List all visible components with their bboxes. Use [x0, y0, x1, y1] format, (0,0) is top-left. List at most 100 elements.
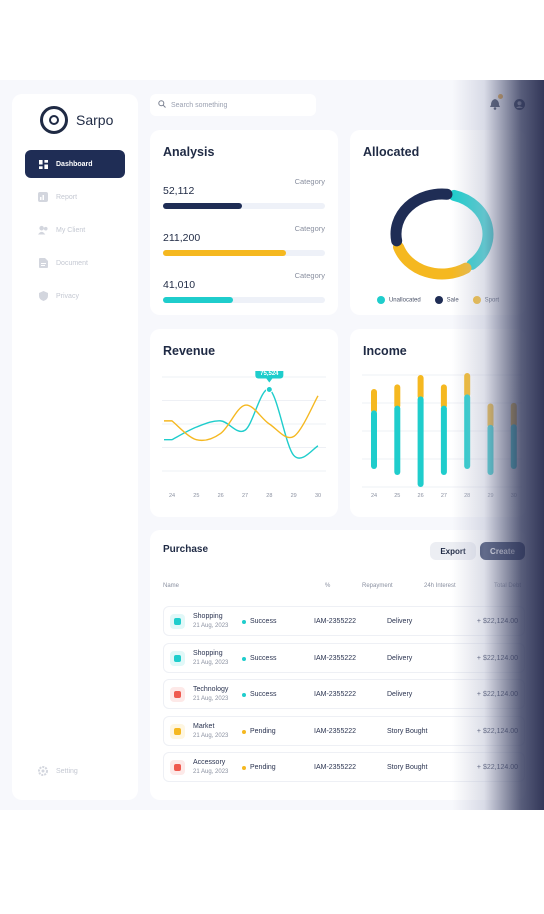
- analysis-category: Category: [294, 177, 325, 186]
- row-amount: + $22,124.00: [476, 655, 518, 662]
- dashboard-icon: [38, 159, 48, 169]
- logo[interactable]: Sarpo: [40, 106, 113, 134]
- create-button[interactable]: Create: [480, 542, 525, 560]
- status-text: Pending: [250, 764, 276, 771]
- x-tick-label: 28: [266, 493, 272, 499]
- table-row[interactable]: Accessory 21 Aug, 2023 Pending IAM-2355222 S…: [163, 752, 525, 782]
- row-amount: + $22,124.00: [476, 764, 518, 771]
- sidebar-item-document[interactable]: Document: [25, 249, 125, 277]
- row-name: Accessory: [193, 759, 226, 766]
- revenue-series-line-0: [164, 388, 319, 459]
- export-button[interactable]: Export: [430, 542, 476, 560]
- notification-badge: [498, 94, 503, 99]
- status-badge: Success: [242, 618, 276, 625]
- row-amount: + $22,124.00: [476, 728, 518, 735]
- status-text: Success: [250, 655, 277, 662]
- row-name: Shopping: [193, 650, 223, 657]
- analysis-category: Category: [294, 271, 325, 280]
- x-tick-label: 25: [394, 493, 400, 499]
- legend-item: Unallocated: [376, 296, 421, 304]
- row-repayment: Delivery: [387, 691, 413, 698]
- column-header-percent: %: [325, 583, 331, 589]
- status-dot: [242, 692, 246, 697]
- logo-icon: [40, 106, 68, 134]
- row-name: Shopping: [193, 613, 223, 620]
- status-dot: [242, 619, 246, 624]
- status-text: Success: [250, 691, 277, 698]
- table-row[interactable]: Technology 21 Aug, 2023 Success IAM-2355222…: [163, 679, 525, 709]
- table-row[interactable]: Shopping 21 Aug, 2023 Success IAM-2355222 De…: [163, 606, 525, 636]
- row-repayment: Story Bought: [387, 728, 428, 735]
- column-header-interest: 24h Interest: [424, 583, 456, 589]
- legend-label: Sport: [484, 297, 500, 304]
- column-header-total-debt: Total Debt: [494, 583, 522, 589]
- sidebar-item-label: Dashboard: [56, 160, 93, 168]
- income-bar-24: [371, 410, 377, 469]
- income-bar-chart: 24 25 26 27 28 29 30: [362, 373, 522, 499]
- app-window: Sarpo Dashboard Report My Client Documen…: [0, 80, 544, 810]
- bell-icon[interactable]: [490, 94, 503, 115]
- row-name: Technology: [193, 686, 229, 693]
- column-header-repayment: Repayment: [362, 583, 393, 589]
- x-tick-label: 26: [218, 493, 224, 499]
- income-bar-top-25: [394, 384, 401, 409]
- gear-icon: [38, 766, 48, 776]
- x-tick-label: 29: [487, 493, 493, 499]
- legend-dot: [472, 296, 481, 304]
- avatar[interactable]: [514, 97, 525, 115]
- sidebar: Sarpo Dashboard Report My Client Documen…: [12, 94, 138, 800]
- purchase-card: Purchase Export Create Name % Repayment …: [150, 530, 526, 800]
- analysis-value: 211,200: [163, 232, 201, 244]
- sidebar-item-dashboard[interactable]: Dashboard: [25, 150, 125, 178]
- sidebar-item-label: Report: [56, 193, 78, 201]
- status-dot: [242, 656, 246, 661]
- report-icon: [38, 192, 48, 202]
- income-bar-top-24: [371, 389, 377, 414]
- shopping-bag-icon: [170, 651, 185, 666]
- analysis-progress-track: [163, 297, 325, 303]
- row-date: 21 Aug, 2023: [193, 696, 229, 702]
- sidebar-item-setting[interactable]: Setting: [25, 757, 125, 785]
- legend-label: Unallocated: [388, 297, 421, 304]
- row-code: IAM-2355222: [314, 618, 357, 625]
- column-header-name: Name: [163, 583, 180, 589]
- legend-dot: [376, 296, 385, 304]
- table-row[interactable]: Market 21 Aug, 2023 Pending IAM-2355222 Stor…: [163, 716, 525, 746]
- row-repayment: Delivery: [387, 655, 413, 662]
- x-tick-label: 30: [315, 493, 321, 499]
- sidebar-item-my-client[interactable]: My Client: [25, 216, 125, 244]
- income-bar-top-28: [464, 373, 471, 398]
- income-card: Income 24 25 26 27 28 29 30: [350, 329, 526, 517]
- x-tick-label: 28: [464, 493, 470, 499]
- x-tick-label: 24: [169, 493, 175, 499]
- donut-slice-sport: [393, 241, 472, 280]
- revenue-card: Revenue 24 25 26 27 28 29 30 75,524: [150, 329, 338, 517]
- analysis-card: Analysis Category 52,112 Category 211,20…: [150, 130, 338, 315]
- table-row[interactable]: Shopping 21 Aug, 2023 Success IAM-2355222 De…: [163, 643, 525, 673]
- top-bar-icons: [490, 94, 525, 115]
- revenue-line-chart: 24 25 26 27 28 29 30 75,524: [162, 371, 326, 499]
- sidebar-item-privacy[interactable]: Privacy: [25, 282, 125, 310]
- income-bar-26: [417, 396, 424, 487]
- allocated-card: Allocated Unallocated Sale Sport: [350, 130, 526, 315]
- x-tick-label: 24: [371, 493, 377, 499]
- search-bar[interactable]: Search something: [150, 94, 316, 116]
- row-code: IAM-2355222: [314, 691, 357, 698]
- revenue-highlight-point[interactable]: [265, 386, 273, 394]
- analysis-category: Category: [294, 224, 325, 233]
- tooltip-pointer: [266, 378, 273, 383]
- allocated-legend: Unallocated Sale Sport: [350, 296, 526, 304]
- sidebar-item-report[interactable]: Report: [25, 183, 125, 211]
- search-input[interactable]: Search something: [171, 101, 228, 109]
- income-bar-top-26: [417, 375, 424, 400]
- row-date: 21 Aug, 2023: [193, 769, 229, 775]
- legend-item: Sport: [472, 296, 500, 304]
- row-date: 21 Aug, 2023: [193, 660, 229, 666]
- cart-icon: [170, 724, 185, 739]
- search-icon: [158, 100, 166, 110]
- analysis-progress-fill: [163, 250, 287, 256]
- x-tick-label: 25: [193, 493, 199, 499]
- camera-icon: [170, 687, 185, 702]
- client-icon: [38, 225, 48, 235]
- row-repayment: Delivery: [387, 618, 413, 625]
